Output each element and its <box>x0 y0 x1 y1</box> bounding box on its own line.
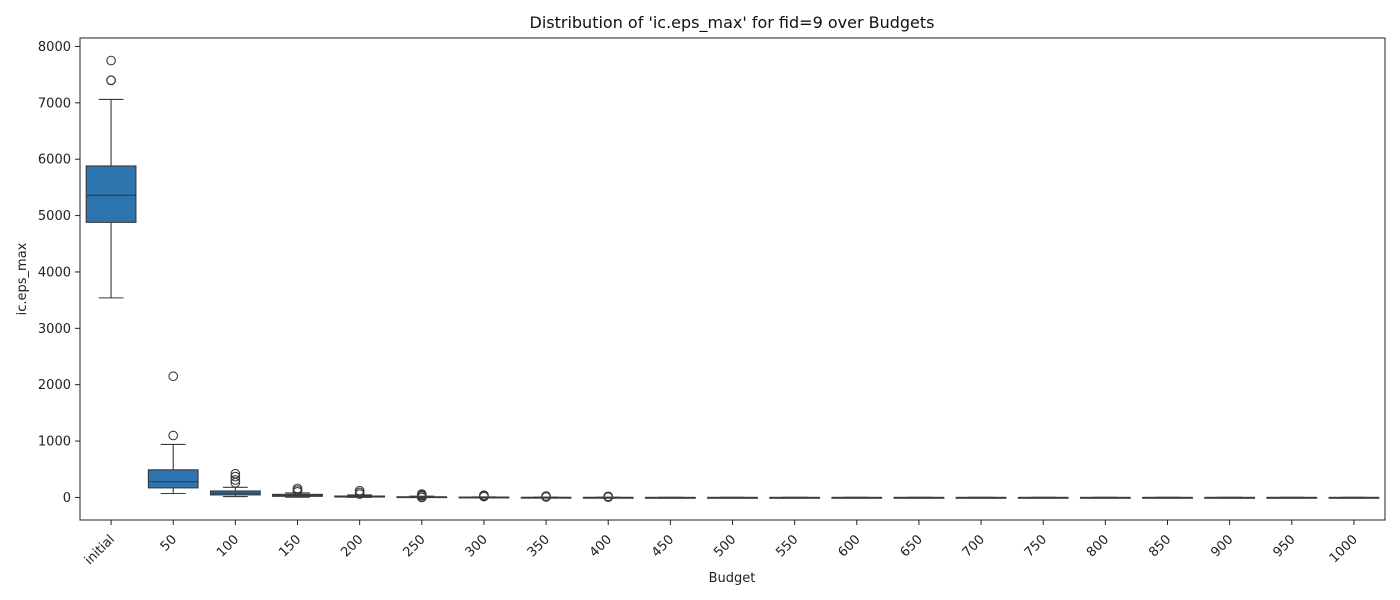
x-tick-label: 350 <box>525 532 553 560</box>
box-350 <box>520 491 572 502</box>
box-1000 <box>1328 496 1380 499</box>
x-tick-label: 700 <box>960 532 988 560</box>
y-tick-label: 7000 <box>38 96 71 111</box>
box-200 <box>334 485 386 499</box>
y-tick-label: 0 <box>63 491 71 506</box>
outlier-point <box>230 475 241 485</box>
chart-title: Distribution of 'ic.eps_max' for fid=9 o… <box>530 13 935 33</box>
y-tick-label: 1000 <box>38 435 71 450</box>
box-900 <box>1204 496 1256 499</box>
x-axis-title: Budget <box>709 571 756 586</box>
plot-frame <box>79 37 1386 521</box>
x-tick-label: initial <box>82 532 118 568</box>
y-axis: 0 1000 2000 3000 4000 5000 6000 7000 8000 <box>38 40 80 506</box>
x-tick-label: 500 <box>711 532 739 560</box>
box-750 <box>1017 496 1069 499</box>
box-550 <box>769 496 821 499</box>
box-450 <box>644 496 696 499</box>
box-950 <box>1266 496 1318 499</box>
x-tick-label: 250 <box>400 532 428 560</box>
box-300 <box>458 490 510 502</box>
outlier-point <box>230 468 241 479</box>
x-tick-label: 550 <box>773 532 801 560</box>
plot-area <box>85 55 1380 503</box>
y-tick-label: 8000 <box>38 40 71 55</box>
outlier-point <box>230 471 241 482</box>
x-tick-label: 450 <box>649 532 677 560</box>
x-tick-label: 300 <box>463 532 491 560</box>
box-500 <box>707 496 758 499</box>
box-700 <box>955 496 1007 499</box>
y-tick-label: 2000 <box>38 378 71 393</box>
x-axis: initial 50 100 150 200 250 300 350 400 450 500 550 6… <box>82 520 1361 568</box>
outlier-point <box>603 491 614 502</box>
x-tick-label: 850 <box>1146 532 1174 560</box>
x-tick-label: 950 <box>1270 532 1298 560</box>
outlier-point <box>541 491 551 501</box>
box-800 <box>1079 496 1131 499</box>
y-tick-label: 3000 <box>38 322 71 337</box>
outlier-point <box>106 75 116 86</box>
y-axis-title: ic.eps_max <box>15 242 30 315</box>
box-50 <box>147 371 199 495</box>
x-tick-label: 400 <box>587 532 615 560</box>
outlier-point <box>479 490 489 501</box>
outlier-point <box>106 55 116 66</box>
y-tick-label: 4000 <box>38 265 71 280</box>
iqr-box <box>147 469 199 489</box>
box-650 <box>893 496 945 499</box>
box-250 <box>396 489 448 503</box>
outlier-point <box>354 485 365 496</box>
outlier-point <box>292 483 303 494</box>
box-600 <box>831 496 883 499</box>
outlier-point <box>168 430 179 441</box>
x-tick-label: 600 <box>835 532 863 560</box>
box-850 <box>1142 496 1193 499</box>
x-tick-label: 150 <box>276 532 304 560</box>
x-tick-label: 650 <box>898 532 926 560</box>
x-tick-label: 1000 <box>1327 532 1361 566</box>
x-tick-label: 100 <box>214 532 242 560</box>
outlier-point <box>416 489 427 499</box>
y-tick-label: 5000 <box>38 209 71 224</box>
x-tick-label: 800 <box>1084 532 1112 560</box>
x-tick-label: 50 <box>158 532 180 554</box>
box-initial <box>85 55 137 299</box>
box-150 <box>272 483 323 498</box>
x-tick-label: 200 <box>338 532 366 560</box>
x-tick-label: 900 <box>1208 532 1236 560</box>
box-400 <box>582 491 634 503</box>
iqr-box <box>85 165 137 223</box>
y-tick-label: 6000 <box>38 153 71 168</box>
x-tick-label: 750 <box>1022 532 1050 560</box>
outlier-point <box>168 371 179 382</box>
box-100 <box>209 468 261 498</box>
